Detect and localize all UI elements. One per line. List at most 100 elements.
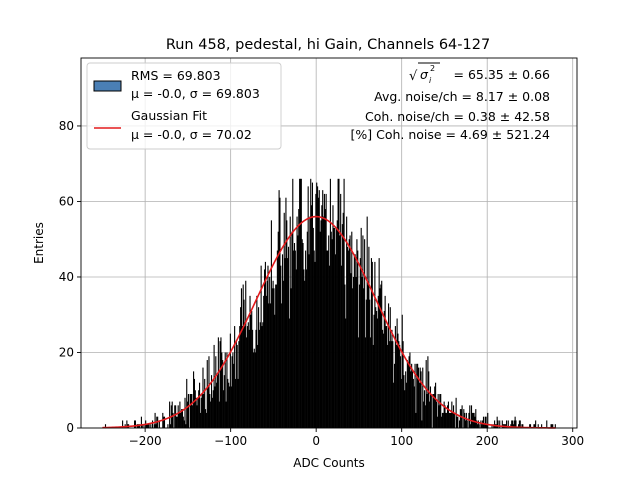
histogram-bar xyxy=(552,424,554,428)
histogram-bar xyxy=(328,235,330,428)
histogram-bar xyxy=(340,193,342,428)
histogram-bar xyxy=(407,363,409,428)
x-tick-label: −200 xyxy=(129,434,162,448)
histogram-bar xyxy=(366,216,368,428)
histogram-bar xyxy=(187,394,190,428)
histogram-bar xyxy=(413,386,415,428)
histogram-bar xyxy=(370,337,372,428)
histogram-bar xyxy=(348,239,350,428)
histogram-bar xyxy=(333,227,335,428)
histogram-bar xyxy=(316,182,318,428)
histogram-bar xyxy=(251,310,253,428)
histogram-bar xyxy=(383,310,385,428)
histogram-bar xyxy=(195,397,197,428)
histogram-bar xyxy=(215,356,217,428)
histogram-bar xyxy=(317,186,319,428)
histogram-bar xyxy=(512,424,514,428)
histogram-bar xyxy=(262,322,264,428)
histogram-bar xyxy=(232,352,234,428)
x-axis-label: ADC Counts xyxy=(293,456,365,470)
histogram-bar xyxy=(398,341,400,428)
histogram-bar xyxy=(229,333,231,428)
histogram-bar xyxy=(294,250,296,428)
histogram-bar xyxy=(352,288,354,428)
histogram-bar xyxy=(202,367,204,428)
annotation-line-2: Avg. noise/ch = 8.17 ± 0.08 xyxy=(374,89,550,104)
histogram-bar xyxy=(382,333,384,428)
histogram-bar xyxy=(332,205,334,428)
histogram-bar xyxy=(496,416,498,428)
histogram-bar xyxy=(501,420,503,428)
histogram-bar xyxy=(287,258,289,428)
histogram-bar xyxy=(272,280,274,428)
histogram-bar xyxy=(381,280,383,428)
histogram-bar xyxy=(441,412,443,428)
histogram-bar xyxy=(326,250,328,428)
histogram-bar xyxy=(228,386,231,428)
histogram-bar xyxy=(376,318,378,428)
annotation-sqrt-sign: √ xyxy=(409,69,418,84)
histogram-bar xyxy=(265,295,267,428)
histogram-bar xyxy=(219,341,221,428)
histogram-bar xyxy=(482,416,485,428)
histogram-bar xyxy=(550,424,552,428)
histogram-bar xyxy=(341,224,343,428)
histogram-bar xyxy=(405,371,407,428)
histogram-bar xyxy=(206,360,208,428)
histogram-bar xyxy=(290,288,292,428)
histogram-bar xyxy=(208,356,210,428)
histogram-bar xyxy=(169,424,172,428)
histogram-bar xyxy=(363,288,365,428)
histogram-bar xyxy=(404,390,406,428)
histogram-bar xyxy=(270,220,272,428)
histogram-bar xyxy=(185,424,187,428)
histogram-bar xyxy=(134,420,136,428)
histogram-bar xyxy=(176,416,178,428)
histogram-bar xyxy=(460,409,462,428)
histogram-bar xyxy=(274,314,276,428)
histogram-bar xyxy=(302,243,304,428)
chart-title: Run 458, pedestal, hi Gain, Channels 64-… xyxy=(166,37,490,53)
histogram-bar xyxy=(416,363,418,428)
histogram-bar xyxy=(537,424,539,428)
histogram-bar xyxy=(329,178,331,428)
histogram-bar xyxy=(340,265,343,428)
histogram-bar xyxy=(187,401,189,428)
histogram-bar xyxy=(357,250,359,428)
histogram-bar xyxy=(194,390,196,428)
histogram-bar xyxy=(417,367,420,428)
histogram-bar xyxy=(273,288,275,428)
histogram-bar xyxy=(325,193,327,428)
histogram-bar xyxy=(334,227,336,428)
stats-annotations: √ σ i 2 = 65.35 ± 0.66 Avg. noise/ch = 8… xyxy=(350,62,550,142)
histogram-bar xyxy=(470,424,472,428)
histogram-bar xyxy=(222,390,225,428)
histogram-bar xyxy=(296,216,298,428)
histogram-bar xyxy=(455,397,457,428)
histogram-bar xyxy=(331,239,333,428)
histogram-bar xyxy=(154,412,156,428)
histogram-bar xyxy=(220,337,222,428)
histogram-bar xyxy=(293,243,296,428)
histogram-bar xyxy=(210,375,213,428)
histogram-bar xyxy=(198,390,200,428)
histogram-bar xyxy=(199,412,201,428)
x-tick-label: 0 xyxy=(312,434,320,448)
histogram-bar xyxy=(379,288,381,428)
histogram-bar xyxy=(148,424,150,428)
histogram-bar xyxy=(145,424,148,428)
histogram-bar xyxy=(487,412,489,428)
histogram-bar xyxy=(245,280,247,428)
histogram-bar xyxy=(437,394,439,428)
histogram-bar xyxy=(464,412,466,428)
histogram-bar xyxy=(443,401,445,428)
histogram-bar xyxy=(411,363,413,428)
histogram-bar xyxy=(213,344,215,428)
histogram-bar xyxy=(155,424,157,428)
histogram-bar xyxy=(387,344,389,428)
histogram-bar xyxy=(210,401,212,428)
histogram-bar xyxy=(323,193,325,428)
histogram-bar xyxy=(177,405,179,428)
histogram-bar xyxy=(420,371,422,428)
histogram-bar xyxy=(478,424,480,428)
